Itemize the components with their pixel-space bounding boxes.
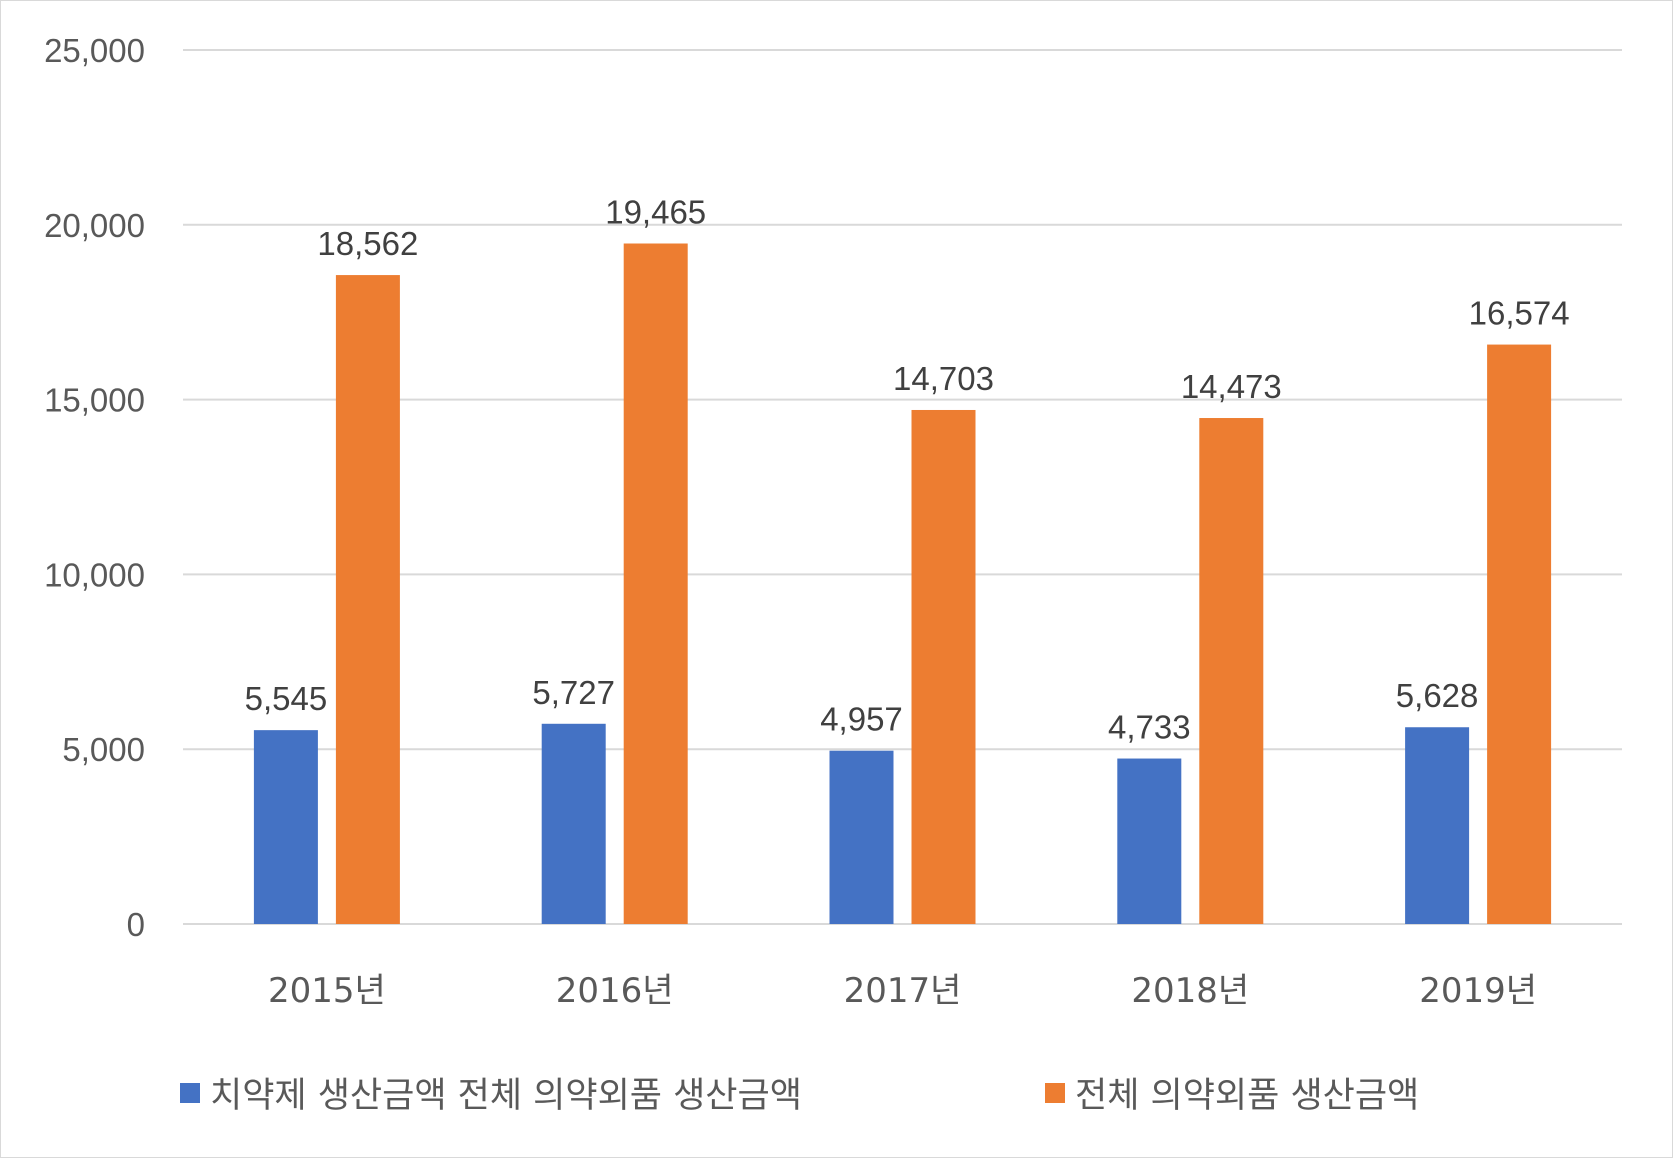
legend-label-series-1: 치약제 생산금액 전체 의약외품 생산금액	[210, 1076, 802, 1116]
data-label: 5,727	[532, 674, 615, 711]
legend: 치약제 생산금액 전체 의약외품 생산금액 전체 의약외품 생산금액	[0, 1067, 1673, 1117]
data-label: 14,703	[893, 360, 994, 397]
bar-series-2-1	[335, 275, 400, 924]
x-tick-label: 2017년	[844, 971, 962, 1011]
data-label: 14,473	[1181, 368, 1282, 405]
bars	[253, 243, 1552, 924]
data-labels: 5,545 18,562 5,727 19,465 4,957 14,703 4,733 14…	[245, 194, 1570, 746]
bar-series-1-3	[829, 750, 894, 924]
data-label: 18,562	[317, 225, 418, 262]
y-tick-label: 0	[127, 906, 145, 943]
bar-series-2-3	[911, 409, 976, 924]
data-label: 5,545	[245, 680, 328, 717]
bar-series-1-5	[1405, 727, 1470, 924]
bar-series-2-5	[1487, 344, 1552, 924]
legend-label-series-2: 전체 의약외품 생산금액	[1075, 1076, 1420, 1116]
y-tick-label: 10,000	[44, 556, 145, 593]
data-label: 4,957	[820, 701, 903, 738]
legend-item-series-1: 치약제 생산금액 전체 의약외품 생산금액	[180, 1067, 802, 1118]
data-label: 19,465	[605, 194, 706, 231]
bar-series-2-4	[1199, 418, 1264, 924]
y-axis: 0 5,000 10,000 15,000 20,000 25,000	[44, 32, 145, 943]
bar-series-2-2	[623, 243, 688, 924]
legend-item-series-2: 전체 의약외품 생산금액	[1045, 1067, 1419, 1118]
bar-chart: 0 5,000 10,000 15,000 20,000 25,000 5,545 18,5…	[44, 32, 1622, 1011]
x-axis: 2015년 2016년 2017년 2018년 2019년	[268, 971, 1537, 1011]
y-tick-label: 5,000	[62, 731, 145, 768]
data-label: 5,628	[1396, 677, 1479, 714]
y-tick-label: 15,000	[44, 382, 145, 419]
legend-swatch-series-1	[180, 1082, 200, 1103]
y-tick-label: 25,000	[44, 32, 145, 69]
data-label: 16,574	[1469, 295, 1570, 332]
x-tick-label: 2018년	[1131, 971, 1249, 1011]
bar-series-1-1	[253, 730, 318, 924]
y-tick-label: 20,000	[44, 207, 145, 244]
x-tick-label: 2019년	[1419, 971, 1537, 1011]
legend-swatch-series-2	[1045, 1082, 1065, 1103]
x-tick-label: 2015년	[268, 971, 386, 1011]
bar-series-1-4	[1117, 758, 1182, 924]
x-tick-label: 2016년	[556, 971, 674, 1011]
gridlines	[183, 49, 1622, 925]
bar-series-1-2	[541, 723, 606, 924]
data-label: 4,733	[1108, 709, 1191, 746]
